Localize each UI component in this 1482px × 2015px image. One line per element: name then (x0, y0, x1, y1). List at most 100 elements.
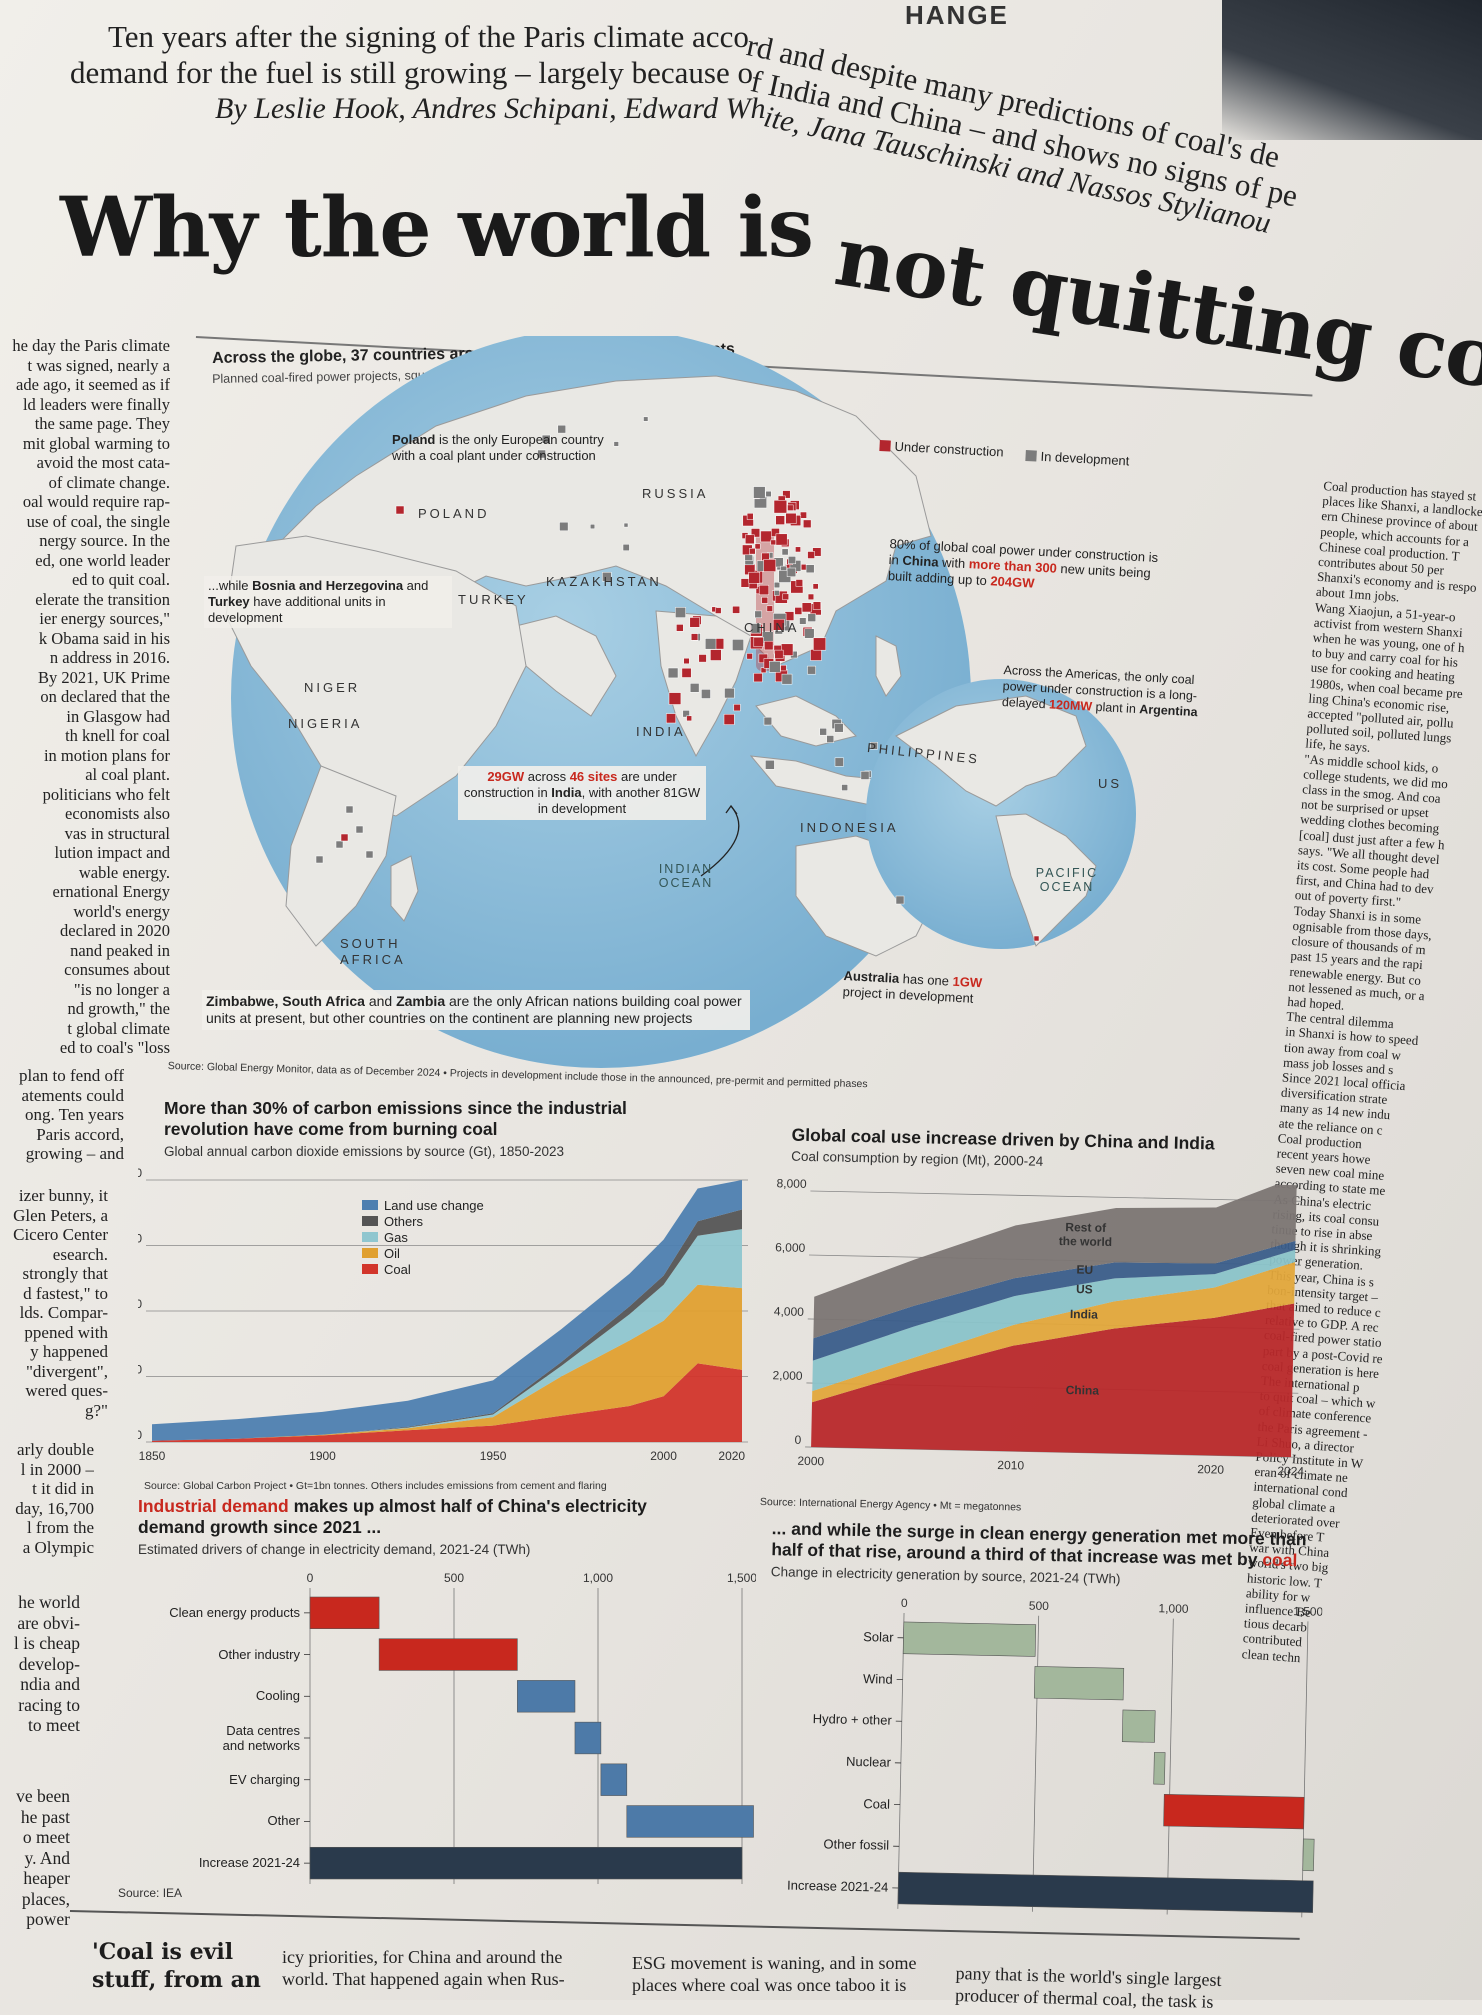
chart-coal-consumption: Global coal use increase driven by China… (755, 1116, 1323, 1538)
waterfall-bar (1154, 1752, 1165, 1784)
project-square (813, 584, 818, 589)
chart-demand-drivers: Industrial demand makes up almost half o… (106, 1496, 756, 1912)
chart-demand-subtitle: Estimated drivers of change in electrici… (138, 1542, 530, 1557)
project-square (765, 760, 774, 769)
series-label: EU (1076, 1263, 1093, 1277)
waterfall-bar (898, 1872, 1313, 1912)
category-label: Increase 2021-24 (756, 1877, 888, 1895)
y-tick-label: 8,000 (776, 1176, 807, 1191)
project-square (835, 758, 844, 767)
project-square (813, 638, 825, 650)
x-tick-label: 1,500 (727, 1571, 756, 1585)
project-square (687, 716, 692, 721)
legend-label: Land use change (384, 1198, 484, 1213)
legend-label: Oil (384, 1246, 400, 1261)
project-square (802, 603, 811, 612)
project-square (346, 806, 353, 813)
legend-swatch (362, 1216, 378, 1226)
project-square (666, 714, 675, 723)
project-square (775, 650, 784, 659)
legend-swatch (362, 1200, 378, 1210)
project-square (795, 547, 800, 552)
x-tick-label: 1,500 (1293, 1604, 1322, 1619)
waterfall-bar (1164, 1794, 1305, 1829)
project-square (767, 606, 773, 612)
waterfall-bar (1122, 1710, 1155, 1742)
x-tick-label: 1850 (139, 1449, 166, 1463)
project-square (754, 487, 766, 499)
project-square (803, 520, 811, 528)
chart-coal-subtitle: Coal consumption by region (Mt), 2000-24 (791, 1149, 1043, 1169)
project-square (668, 668, 678, 678)
category-label: Other fossil (757, 1835, 889, 1853)
x-tick-label: 2020 (1197, 1462, 1224, 1477)
gridline (898, 1613, 904, 1909)
left-column-para1: he day the Paris climate t was signed, n… (0, 336, 170, 1058)
coal-map-graphic: Across the globe, 37 countries are plann… (196, 336, 1316, 1076)
project-square (747, 513, 753, 519)
project-square (806, 565, 814, 573)
project-square (396, 506, 404, 514)
project-square (705, 639, 716, 650)
project-square (783, 594, 789, 600)
project-square (366, 851, 373, 858)
category-label: Hydro + other (760, 1710, 892, 1728)
project-square (316, 856, 323, 863)
project-square (754, 637, 764, 647)
bottom-column-2: icy priorities, for China and around the… (282, 1946, 612, 1990)
x-tick-label: 1950 (480, 1449, 507, 1463)
x-tick-label: 2000 (797, 1454, 824, 1469)
label-us: US (1098, 776, 1122, 791)
legend-entry: Land use change (362, 1198, 484, 1214)
series-label: China (1066, 1383, 1100, 1398)
byline: By Leslie Hook, Andres Schipani, Edward … (215, 92, 1283, 126)
waterfall-bar (575, 1722, 601, 1754)
project-square (796, 580, 803, 587)
left-column-para3: izer bunny, it Glen Peters, a Cicero Cen… (0, 1186, 108, 1420)
project-square (774, 582, 780, 588)
project-square (813, 602, 821, 610)
y-tick-label: 0 (794, 1433, 801, 1447)
x-tick-label: 500 (444, 1571, 464, 1585)
label-china: CHINA (744, 620, 799, 635)
project-square (788, 556, 795, 563)
chart-demand-title: Industrial demand makes up almost half o… (138, 1496, 658, 1538)
x-tick-label: 1,000 (1158, 1601, 1189, 1616)
annotation-africa: Zimbabwe, South Africa and Zambia are th… (202, 990, 750, 1030)
project-square (684, 658, 690, 664)
project-square (644, 417, 649, 422)
category-label: Coal (758, 1794, 890, 1812)
legend-entry: Coal (362, 1262, 484, 1278)
project-square (755, 544, 760, 549)
project-square (701, 689, 710, 698)
category-label: Other (106, 1813, 300, 1828)
label-niger: NIGER (304, 680, 360, 695)
series-label: India (1070, 1307, 1099, 1322)
project-square (808, 552, 815, 559)
label-russia: RUSSIA (642, 486, 708, 501)
chart-emissions-title: More than 30% of carbon emissions since … (164, 1098, 704, 1140)
project-square (761, 531, 772, 542)
legend-entry: Oil (362, 1246, 484, 1262)
project-square (762, 597, 768, 603)
waterfall-bar (517, 1680, 575, 1712)
gridline (810, 1191, 1302, 1201)
chart-emissions-source: Source: Global Carbon Project • Gt=1bn t… (144, 1480, 607, 1492)
project-square (800, 618, 807, 625)
project-square (675, 607, 685, 617)
legend-label: Coal (384, 1262, 411, 1277)
legend-label: Gas (384, 1230, 408, 1245)
x-tick-label: 0 (901, 1596, 908, 1610)
category-label: EV charging (106, 1772, 300, 1787)
strapline-line2: demand for the fuel is still growing – l… (70, 54, 1311, 92)
project-square (795, 607, 802, 614)
waterfall-bar (310, 1847, 742, 1879)
legend-entry: Gas (362, 1230, 484, 1246)
x-tick-label: 1,000 (583, 1571, 613, 1585)
project-square (896, 896, 904, 904)
